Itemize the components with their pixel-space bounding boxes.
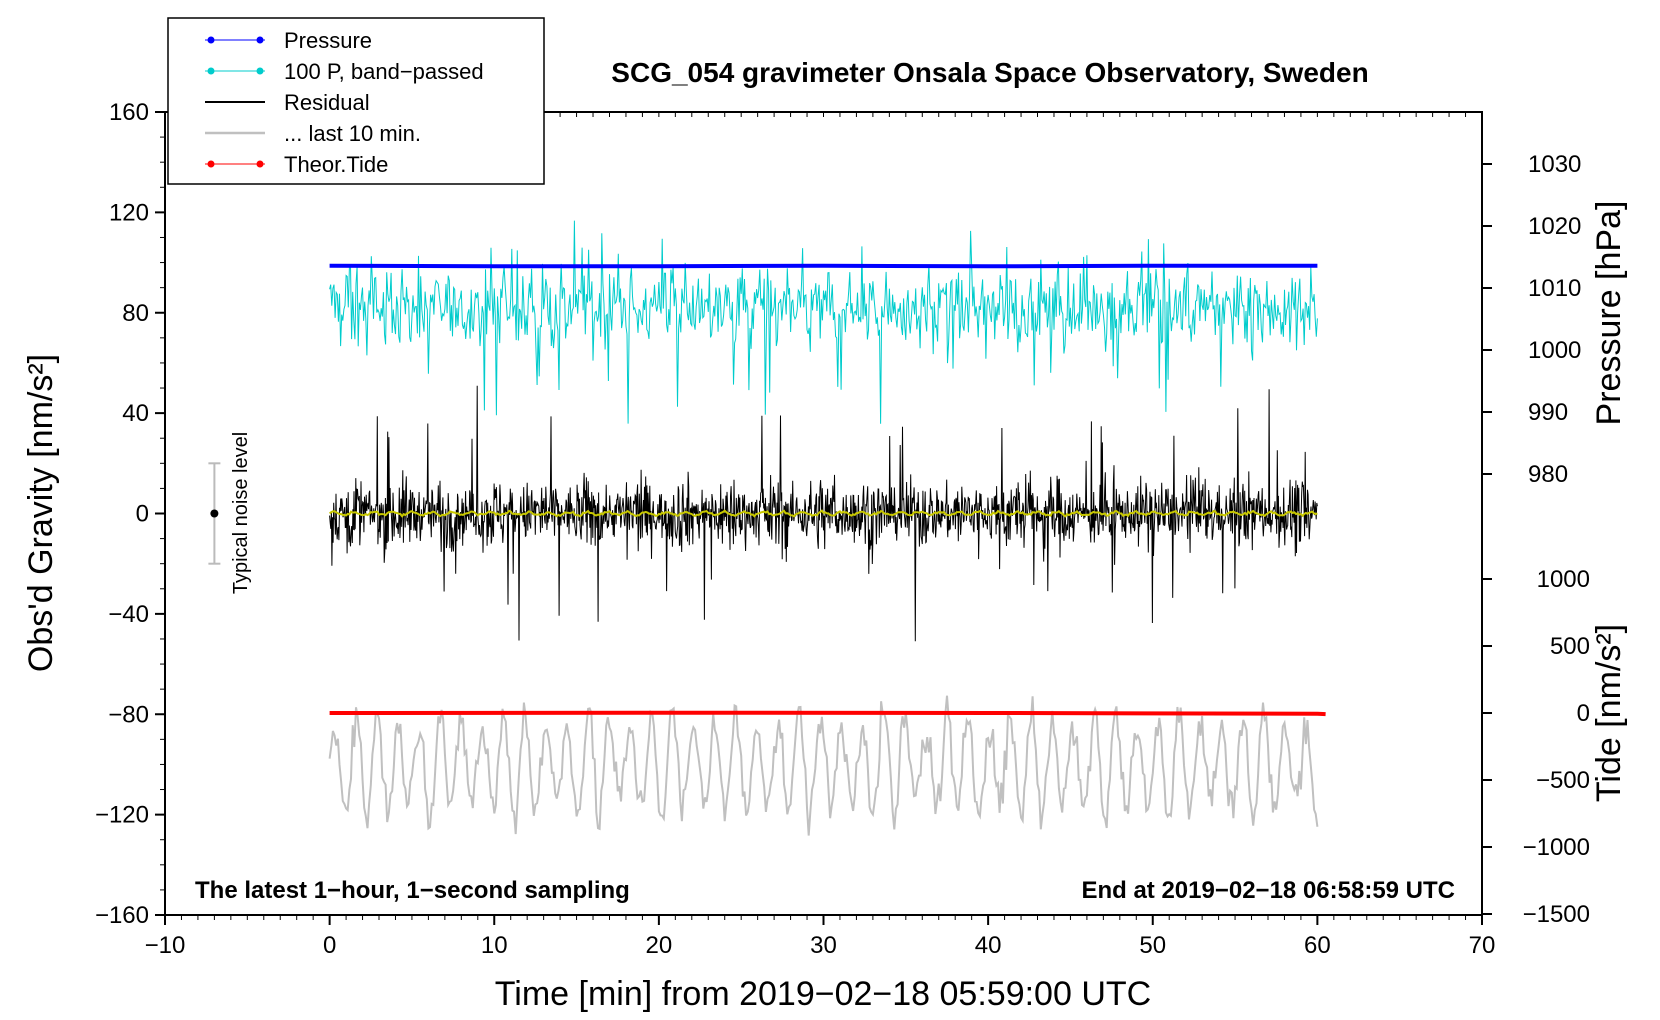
end-time-annotation: End at 2019−02−18 06:58:59 UTC (1081, 877, 1455, 904)
series-line-smoothed-residual (328, 509, 1318, 518)
y-axis-label-tide: Tide [nm/s²] (1590, 624, 1628, 802)
x-tick-label: 10 (481, 932, 508, 959)
pressure-tick-label: 1020 (1528, 213, 1581, 240)
pressure-tick-label: 990 (1528, 399, 1568, 426)
series-line-residual (329, 385, 1318, 642)
legend-label: ... last 10 min. (284, 121, 421, 146)
legend-label: Residual (284, 90, 370, 115)
y-tick-label: −120 (95, 802, 149, 829)
legend-marker (256, 160, 264, 168)
x-tick-label: 0 (323, 932, 336, 959)
tide-tick-label: −1500 (1523, 901, 1590, 928)
pressure-tick-label: 980 (1528, 461, 1568, 488)
legend-marker (207, 67, 215, 75)
series-line-bandpassed-pressure (329, 220, 1318, 424)
legend-label: Theor.Tide (284, 152, 388, 177)
x-tick-label: 50 (1139, 932, 1166, 959)
series-layer (328, 220, 1326, 836)
legend-label: 100 P, band−passed (284, 59, 484, 84)
series-line-last-10-min (328, 695, 1319, 836)
pressure-axis-ticks: 980 990 1000 1010 1020 1030 (1482, 151, 1581, 488)
y-tick-label: 80 (122, 300, 149, 327)
tide-tick-label: 0 (1577, 700, 1590, 727)
x-tick-label: 70 (1469, 932, 1496, 959)
legend-marker (207, 160, 215, 168)
x-axis-ticks: −10 0 10 20 30 40 50 60 70 (145, 915, 1496, 959)
legend-items: Pressure 100 P, band−passed Residual ... la… (205, 28, 484, 177)
y-tick-label: 160 (109, 99, 149, 126)
pressure-tick-label: 1000 (1528, 337, 1581, 364)
chart-title: SCG_054 gravimeter Onsala Space Observat… (611, 57, 1368, 88)
tide-tick-label: 1000 (1537, 566, 1590, 593)
x-tick-label: −10 (145, 932, 186, 959)
legend-marker (207, 36, 215, 44)
legend-label: Pressure (284, 28, 372, 53)
tide-tick-label: −500 (1536, 767, 1590, 794)
x-tick-label: 60 (1304, 932, 1331, 959)
x-axis-label: Time [min] from 2019−02−18 05:59:00 UTC (495, 975, 1151, 1013)
noise-level-indicator: Typical noise level (208, 432, 252, 594)
y-tick-label: 120 (109, 199, 149, 226)
pressure-tick-label: 1030 (1528, 151, 1581, 178)
tide-axis-ticks: 1000 500 0 −500 −1000 −1500 (1482, 566, 1590, 928)
tide-tick-label: −1000 (1523, 834, 1590, 861)
sampling-annotation: The latest 1−hour, 1−second sampling (195, 877, 630, 904)
x-tick-label: 30 (810, 932, 837, 959)
y-tick-label: −160 (95, 902, 149, 929)
pressure-tick-label: 1010 (1528, 275, 1581, 302)
legend-marker (256, 67, 264, 75)
series-line-theoretical-tide (329, 710, 1326, 717)
y-axis-label-left: Obs'd Gravity [nm/s²] (22, 354, 60, 672)
noise-label: Typical noise level (230, 432, 252, 594)
noise-center-dot (210, 509, 219, 518)
legend-marker (256, 36, 264, 44)
y-axis-ticks: 160 120 80 40 0 −40 −80 −120 −160 (95, 99, 165, 929)
tide-tick-label: 500 (1550, 633, 1590, 660)
x-tick-label: 20 (646, 932, 673, 959)
legend: Pressure 100 P, band−passed Residual ... la… (167, 17, 545, 185)
y-tick-label: 40 (122, 400, 149, 427)
y-axis-label-pressure: Pressure [hPa] (1590, 201, 1628, 426)
x-tick-label: 40 (975, 932, 1002, 959)
series-line-pressure (329, 263, 1318, 269)
y-tick-label: 0 (136, 501, 149, 528)
y-tick-label: −80 (108, 701, 149, 728)
y-tick-label: −40 (108, 601, 149, 628)
